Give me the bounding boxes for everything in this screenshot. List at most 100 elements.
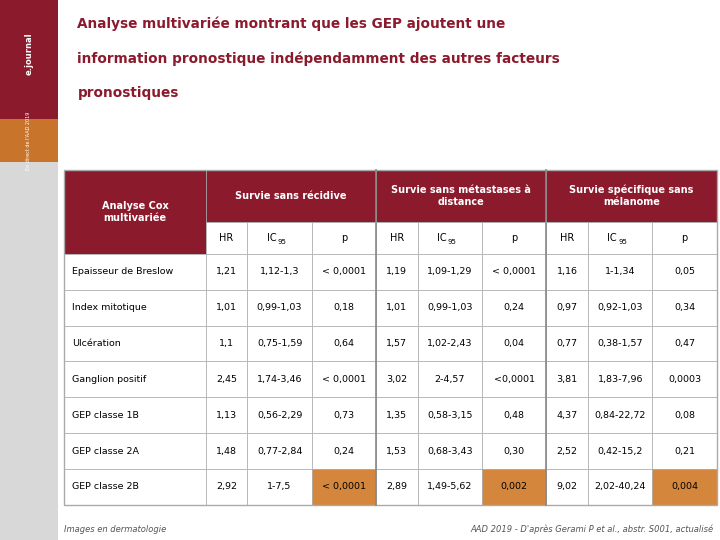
Text: 0,92-1,03: 0,92-1,03 xyxy=(598,303,643,312)
Text: IC: IC xyxy=(608,233,617,243)
Text: p: p xyxy=(511,233,518,243)
Text: information pronostique indépendamment des autres facteurs: information pronostique indépendamment d… xyxy=(78,51,560,66)
Text: 95: 95 xyxy=(278,239,287,245)
Bar xyxy=(652,326,716,361)
Text: 1,53: 1,53 xyxy=(387,447,408,456)
Text: Survie spécifique sans
mélanome: Survie spécifique sans mélanome xyxy=(570,185,693,207)
Text: 1,13: 1,13 xyxy=(216,411,237,420)
Bar xyxy=(482,469,546,505)
Text: 9,02: 9,02 xyxy=(557,482,577,491)
Text: 0,42-15,2: 0,42-15,2 xyxy=(598,447,643,456)
Bar xyxy=(546,289,588,326)
Bar xyxy=(376,397,418,433)
Text: 0,97: 0,97 xyxy=(557,303,577,312)
Text: 0,68-3,43: 0,68-3,43 xyxy=(427,447,473,456)
Text: 1,57: 1,57 xyxy=(387,339,408,348)
Text: HR: HR xyxy=(390,233,404,243)
Bar xyxy=(588,397,652,433)
Bar xyxy=(482,222,546,254)
Text: 0,47: 0,47 xyxy=(674,339,695,348)
Text: Analyse Cox
multivariée: Analyse Cox multivariée xyxy=(102,201,168,222)
Text: 0,24: 0,24 xyxy=(504,303,525,312)
Text: 0,58-3,15: 0,58-3,15 xyxy=(427,411,472,420)
Text: 0,21: 0,21 xyxy=(674,447,695,456)
Text: 1,1: 1,1 xyxy=(219,339,234,348)
Text: En direct de l'AAD 2019: En direct de l'AAD 2019 xyxy=(27,111,31,170)
Text: 0,24: 0,24 xyxy=(333,447,354,456)
Text: 0,64: 0,64 xyxy=(333,339,354,348)
Bar xyxy=(482,433,546,469)
Text: Survie sans métastases à
distance: Survie sans métastases à distance xyxy=(391,185,531,207)
Text: 1,35: 1,35 xyxy=(387,411,408,420)
Bar xyxy=(418,361,482,397)
Text: IC: IC xyxy=(437,233,446,243)
Bar xyxy=(64,326,206,361)
Text: 0,77-2,84: 0,77-2,84 xyxy=(257,447,302,456)
Bar xyxy=(546,361,588,397)
Bar xyxy=(64,170,716,505)
Text: 0,18: 0,18 xyxy=(333,303,354,312)
Text: 95: 95 xyxy=(448,239,456,245)
Text: 0,30: 0,30 xyxy=(503,447,525,456)
Bar xyxy=(248,289,312,326)
Text: Ulcération: Ulcération xyxy=(72,339,121,348)
Text: 1,19: 1,19 xyxy=(387,267,408,276)
Text: GEP classe 2A: GEP classe 2A xyxy=(72,447,139,456)
Bar xyxy=(248,397,312,433)
Text: Index mitotique: Index mitotique xyxy=(72,303,147,312)
Bar xyxy=(652,361,716,397)
Bar xyxy=(652,433,716,469)
Bar xyxy=(546,170,716,222)
Text: 0,99-1,03: 0,99-1,03 xyxy=(427,303,472,312)
Text: 1-7,5: 1-7,5 xyxy=(267,482,292,491)
Bar xyxy=(546,433,588,469)
Bar xyxy=(652,289,716,326)
Text: 2,45: 2,45 xyxy=(216,375,237,384)
Text: pronostiques: pronostiques xyxy=(78,86,179,100)
Bar xyxy=(206,361,248,397)
Bar xyxy=(418,433,482,469)
Bar xyxy=(376,170,546,222)
Bar xyxy=(312,469,376,505)
Bar xyxy=(0,162,58,540)
Text: HR: HR xyxy=(220,233,234,243)
Bar xyxy=(312,433,376,469)
Text: p: p xyxy=(681,233,688,243)
Text: 2,89: 2,89 xyxy=(387,482,408,491)
Bar xyxy=(588,222,652,254)
Bar xyxy=(206,289,248,326)
Text: HR: HR xyxy=(560,233,575,243)
Bar xyxy=(482,361,546,397)
Text: 1,74-3,46: 1,74-3,46 xyxy=(257,375,302,384)
Text: 2,52: 2,52 xyxy=(557,447,577,456)
Bar xyxy=(482,289,546,326)
Bar xyxy=(588,289,652,326)
Bar xyxy=(312,326,376,361)
Text: 0,77: 0,77 xyxy=(557,339,577,348)
Text: 95: 95 xyxy=(618,239,627,245)
Bar xyxy=(376,326,418,361)
Bar xyxy=(418,326,482,361)
Text: 0,99-1,03: 0,99-1,03 xyxy=(257,303,302,312)
Bar xyxy=(64,254,206,289)
Text: 2-4,57: 2-4,57 xyxy=(435,375,465,384)
Bar xyxy=(546,469,588,505)
Text: 0,05: 0,05 xyxy=(674,267,695,276)
Bar xyxy=(546,326,588,361)
Bar xyxy=(482,397,546,433)
Text: 0,34: 0,34 xyxy=(674,303,695,312)
Text: 0,004: 0,004 xyxy=(671,482,698,491)
Bar xyxy=(206,469,248,505)
Bar xyxy=(652,254,716,289)
Bar xyxy=(248,469,312,505)
Text: Ganglion positif: Ganglion positif xyxy=(72,375,146,384)
Bar xyxy=(482,326,546,361)
Text: 2,02-40,24: 2,02-40,24 xyxy=(595,482,646,491)
Text: < 0,0001: < 0,0001 xyxy=(322,375,366,384)
Text: 1,83-7,96: 1,83-7,96 xyxy=(598,375,643,384)
Text: 0,84-22,72: 0,84-22,72 xyxy=(595,411,646,420)
Text: 3,81: 3,81 xyxy=(557,375,577,384)
Text: 3,02: 3,02 xyxy=(387,375,408,384)
Bar xyxy=(588,361,652,397)
Text: 0,002: 0,002 xyxy=(500,482,528,491)
